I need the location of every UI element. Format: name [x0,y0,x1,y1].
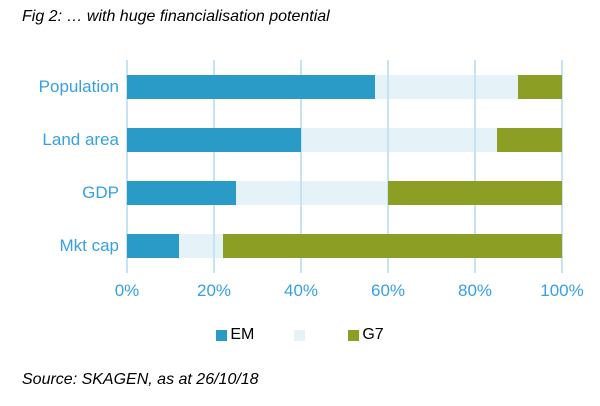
stacked-bar [127,181,562,206]
bar-segment-g7 [496,127,562,152]
chart-title: Fig 2: … with huge financialisation pote… [22,8,330,25]
gridline [474,60,476,273]
bar-row [127,60,562,113]
category-label: Population [38,76,119,96]
gridline [126,60,128,273]
bar-segment-other [179,234,223,259]
bar-segment-other [301,127,497,152]
chart-legend: EM G7 [0,324,600,346]
x-axis-tick: 40% [283,281,319,300]
bar-segment-g7 [222,234,562,259]
bar-segment-em [127,234,180,259]
legend-label: G7 [362,326,384,343]
bar-segment-g7 [388,181,562,206]
gridline [387,60,389,273]
x-axis-tick: 80% [457,281,493,300]
bar-row [127,220,562,273]
plot-area [126,60,563,273]
bar-row [127,113,562,166]
gridline [561,60,563,273]
bar-segment-other [235,181,388,206]
bar-segment-em [127,127,301,152]
category-label: Land area [42,129,119,149]
y-axis-category-labels: Population Land area GDP Mkt cap [0,60,119,273]
source-note: Source: SKAGEN, as at 26/10/18 [22,371,259,388]
category-label: Mkt cap [59,236,119,256]
x-axis-tick: 100% [540,281,584,300]
bar-segment-g7 [518,74,562,99]
legend-swatch-em-icon [216,329,228,341]
x-axis-tick: 0% [114,281,140,300]
legend-swatch-other-icon [294,329,306,341]
stacked-bar [127,74,562,99]
bar-segment-other [374,74,519,99]
bar-segment-em [127,74,375,99]
bar-rows [127,60,562,273]
stacked-bar [127,234,562,259]
legend-swatch-g7-icon [348,329,360,341]
stacked-bar [127,127,562,152]
legend-item-em: EM [216,326,254,344]
category-label: GDP [82,183,119,203]
legend-item-other [294,329,308,341]
bar-row [127,167,562,220]
gridline [300,60,302,273]
x-axis-tick-labels: 0% 20% 40% 60% 80% 100% [115,281,584,301]
gridline [213,60,215,273]
bar-segment-em [127,181,236,206]
legend-item-g7: G7 [348,326,384,344]
x-axis-tick: 60% [370,281,406,300]
x-axis-tick: 20% [196,281,232,300]
legend-label: EM [230,326,255,343]
